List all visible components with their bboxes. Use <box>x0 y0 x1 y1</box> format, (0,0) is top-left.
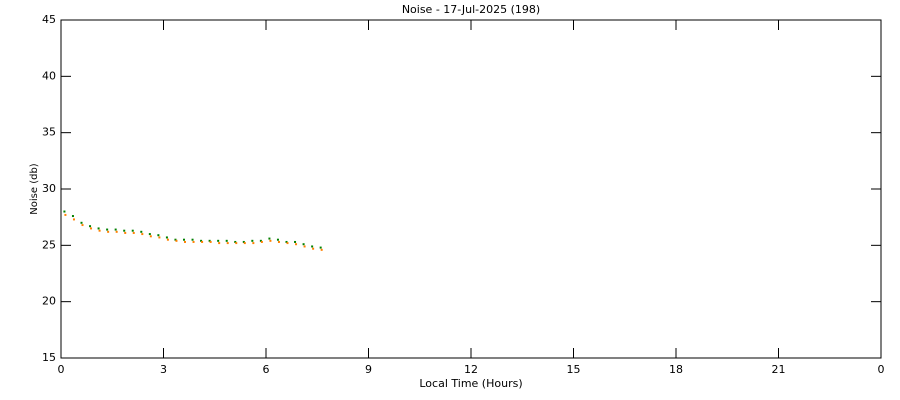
data-point <box>183 238 185 241</box>
data-point <box>158 236 161 239</box>
data-point <box>192 240 195 243</box>
data-point <box>157 234 160 237</box>
y-tick-label: 15 <box>42 351 56 364</box>
data-point <box>149 235 152 238</box>
data-point <box>174 238 177 241</box>
y-tick-label: 40 <box>42 69 56 82</box>
x-tick-label: 21 <box>772 363 786 376</box>
data-point <box>201 240 204 243</box>
y-tick-label: 20 <box>42 295 56 308</box>
y-tick-label: 30 <box>42 182 56 195</box>
data-point <box>303 245 306 248</box>
data-point <box>107 230 110 233</box>
x-axis-label: Local Time (Hours) <box>419 377 522 390</box>
x-tick-label: 0 <box>878 363 885 376</box>
data-point <box>184 240 186 243</box>
data-point <box>166 238 169 241</box>
data-point <box>98 229 101 232</box>
x-tick-label: 12 <box>464 363 478 376</box>
y-axis-label: Noise (db) <box>29 163 40 215</box>
y-tick-label: 25 <box>42 238 56 251</box>
data-point <box>252 242 255 245</box>
data-point <box>242 240 245 243</box>
data-point <box>71 215 74 218</box>
data-point <box>114 228 117 231</box>
x-tick-label: 15 <box>567 363 581 376</box>
data-point <box>311 245 314 248</box>
data-point <box>132 231 135 234</box>
data-point <box>268 237 271 240</box>
data-point <box>243 242 246 245</box>
data-point <box>259 239 262 242</box>
data-point <box>80 221 83 224</box>
data-point <box>260 240 263 243</box>
x-tick-label: 9 <box>365 363 372 376</box>
data-point <box>81 224 84 227</box>
data-point <box>226 242 229 245</box>
data-point <box>72 218 75 221</box>
data-point <box>97 227 100 230</box>
data-point <box>64 213 67 216</box>
data-point <box>131 229 134 232</box>
data-point <box>124 231 127 234</box>
data-point <box>294 240 297 243</box>
data-point <box>319 246 322 249</box>
chart-title: Noise - 17-Jul-2025 (198) <box>402 3 540 16</box>
data-point <box>269 239 272 242</box>
data-point <box>208 239 211 242</box>
data-point <box>175 239 178 242</box>
data-point <box>295 243 298 246</box>
data-point <box>218 242 221 245</box>
data-point <box>63 210 66 213</box>
data-point <box>285 240 288 243</box>
data-point <box>277 240 280 243</box>
data-point <box>123 229 126 232</box>
data-point <box>89 225 92 228</box>
data-point <box>90 227 93 230</box>
x-tick-label: 6 <box>263 363 270 376</box>
data-point <box>148 233 151 236</box>
data-point <box>209 240 212 243</box>
data-point <box>235 242 238 245</box>
x-tick-label: 0 <box>58 363 65 376</box>
data-point <box>165 236 168 239</box>
data-point <box>217 239 220 242</box>
data-point <box>312 247 315 250</box>
data-point <box>140 230 143 233</box>
data-point <box>276 238 279 241</box>
y-tick-label: 45 <box>42 13 56 26</box>
data-point <box>234 240 237 243</box>
data-point <box>141 233 144 236</box>
data-point <box>320 248 323 251</box>
data-point <box>225 239 228 242</box>
data-point <box>191 238 194 241</box>
data-point <box>302 243 305 246</box>
data-point <box>106 228 109 231</box>
data-point <box>251 239 254 242</box>
data-point <box>286 242 289 245</box>
x-tick-label: 3 <box>160 363 167 376</box>
y-tick-label: 35 <box>42 126 56 139</box>
data-point <box>200 239 203 242</box>
data-point <box>115 230 118 233</box>
x-tick-label: 18 <box>669 363 683 376</box>
